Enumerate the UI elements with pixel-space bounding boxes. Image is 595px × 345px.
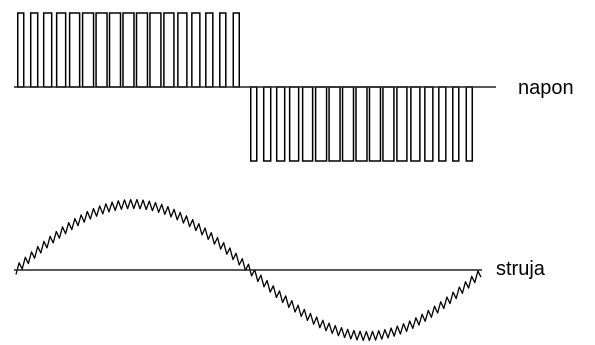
negative-voltage-pulse [249,86,258,162]
negative-voltage-pulse [341,86,355,162]
positive-voltage-pulse [219,12,227,88]
negative-voltage-pulse [396,86,408,162]
negative-voltage-pulse [275,86,286,162]
positive-voltage-pulse [81,12,95,88]
negative-voltage-pulse [314,86,328,162]
positive-voltage-pulse [55,12,67,88]
positive-voltage-pulse [16,12,25,88]
positive-voltage-pulse [95,12,108,88]
positive-voltage-pulse [108,12,122,88]
positive-voltage-pulse [149,12,162,88]
current-waveform [15,198,482,342]
positive-voltage-pulse [42,12,53,88]
negative-voltage-pulse [452,86,460,162]
positive-voltage-pulse [29,12,39,88]
negative-voltage-pulse [438,86,447,162]
negative-voltage-pulse [410,86,421,162]
negative-voltage-pulse [288,86,300,162]
current-ripple-sine [15,198,482,342]
negative-voltage-pulse [301,86,314,162]
negative-voltage-pulse [382,86,395,162]
positive-voltage-pulse [177,12,188,88]
negative-voltage-pulse [328,86,341,162]
negative-voltage-pulse [424,86,434,162]
positive-voltage-pulse [232,12,241,88]
current-label: struja [496,258,545,280]
positive-voltage-pulse [205,12,214,88]
voltage-label: napon [518,77,574,99]
negative-voltage-pulse [465,86,474,162]
negative-voltage-pulse [355,86,368,162]
positive-voltage-pulse [122,12,135,88]
positive-voltage-pulse [135,12,149,88]
negative-voltage-pulse [368,86,382,162]
positive-voltage-pulse [163,12,175,88]
positive-voltage-pulse [68,12,81,88]
positive-voltage-pulse [191,12,201,88]
negative-voltage-pulse [262,86,272,162]
